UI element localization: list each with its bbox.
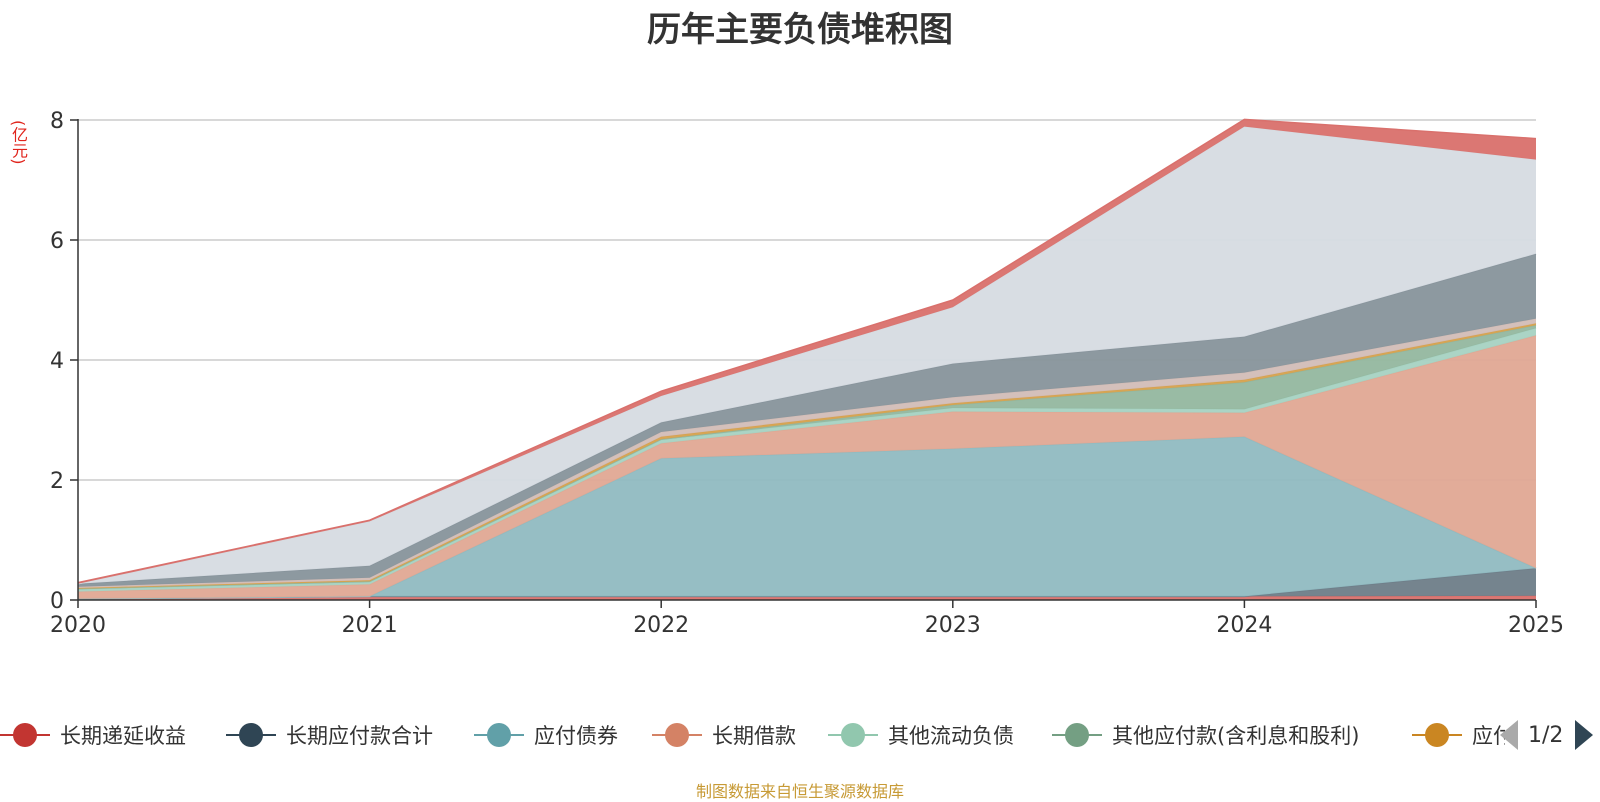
legend-marker-icon <box>1412 723 1462 747</box>
legend-marker-icon <box>474 723 524 747</box>
y-tick-label-0: 0 <box>50 589 64 614</box>
legend-marker-icon <box>652 723 702 747</box>
legend-page-label: 1/2 <box>1528 722 1564 748</box>
legend-item[interactable]: 应付债券 <box>474 718 618 752</box>
legend-pager: 1/2 <box>1500 718 1594 752</box>
y-tick-label-2: 2 <box>50 469 64 494</box>
x-tick-label-2024: 2024 <box>1216 613 1272 638</box>
chart-title: 历年主要负债堆积图 <box>647 10 953 50</box>
legend-item[interactable]: 应付账款 <box>1412 718 1505 752</box>
legend-marker-icon <box>828 723 878 747</box>
y-axis-unit: (亿元) <box>9 120 28 165</box>
legend-label: 长期应付款合计 <box>286 724 433 748</box>
axes <box>70 119 1537 608</box>
legend-item[interactable]: 长期递延收益 <box>0 718 186 752</box>
y-tick-label-8: 8 <box>50 109 64 134</box>
y-tick-label-6: 6 <box>50 229 64 254</box>
legend-prev-icon[interactable] <box>1500 720 1518 750</box>
x-tick-label-2022: 2022 <box>633 613 689 638</box>
legend-label: 长期递延收益 <box>60 724 186 748</box>
legend-item[interactable]: 其他流动负债 <box>828 718 1014 752</box>
legend-label: 应付账款 <box>1472 724 1505 748</box>
area-series-10 <box>78 119 1536 584</box>
legend-marker-icon <box>226 723 276 747</box>
legend-item[interactable]: 其他应付款(含利息和股利) <box>1052 718 1359 752</box>
area-series-9 <box>78 126 1536 584</box>
area-series-1 <box>78 568 1536 599</box>
tick-labels: 0 2 4 6 8 2020 2021 2022 2023 2024 2025 <box>50 109 1564 638</box>
area-series <box>77 118 1537 600</box>
area-series-2 <box>78 436 1536 599</box>
x-tick-label-2020: 2020 <box>50 613 106 638</box>
x-tick-label-2025: 2025 <box>1508 613 1564 638</box>
legend-label: 其他应付款(含利息和股利) <box>1112 724 1360 748</box>
x-tick-label-2021: 2021 <box>342 613 398 638</box>
legend-label: 其他流动负债 <box>888 724 1014 748</box>
area-series-5 <box>78 325 1536 590</box>
legend: 长期递延收益 长期应付款合计 应付债券 长期借款 其他流动负债 其他应付款(含利息和股利)… <box>0 718 1505 752</box>
y-tick-label-4: 4 <box>50 349 64 374</box>
legend-marker-icon <box>0 723 50 747</box>
legend-label: 应付债券 <box>534 724 618 748</box>
line-series-10 <box>77 118 1537 584</box>
legend-next-icon[interactable] <box>1575 720 1594 750</box>
legend-marker-icon <box>1052 723 1102 747</box>
legend-item[interactable]: 长期应付款合计 <box>226 718 433 752</box>
x-tick-label-2023: 2023 <box>925 613 981 638</box>
legend-label: 长期借款 <box>712 724 796 748</box>
legend-item[interactable]: 长期借款 <box>652 718 796 752</box>
source-note: 制图数据来自恒生聚源数据库 <box>695 782 904 801</box>
